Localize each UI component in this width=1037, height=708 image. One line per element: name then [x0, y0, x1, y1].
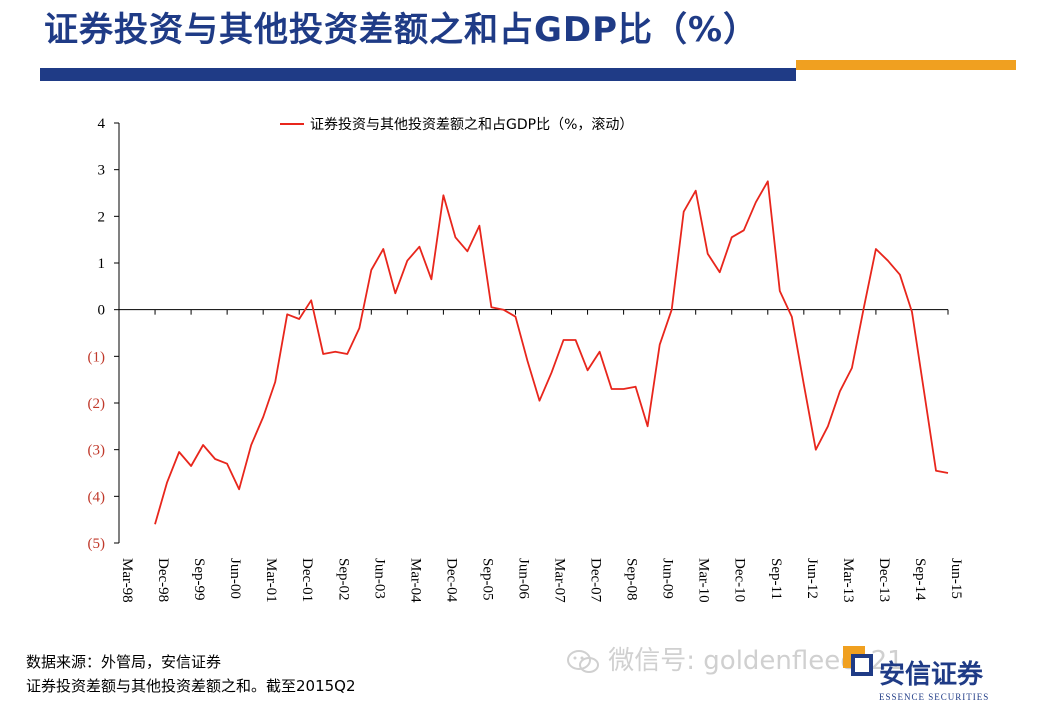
x-tick-label: Mar-10: [696, 558, 712, 603]
x-tick-label: Jun-06: [515, 558, 531, 599]
y-tick-label: 2: [98, 209, 106, 225]
y-tick-label: (2): [88, 396, 106, 412]
x-tick-label: Sep-11: [768, 558, 784, 600]
x-tick-label: Sep-14: [912, 558, 928, 601]
logo-mark-icon: [843, 646, 873, 676]
x-tick-label: Mar-07: [552, 558, 568, 603]
y-tick-label: (3): [88, 443, 106, 459]
logo-name: 安信证券: [879, 660, 984, 690]
x-tick-label: Sep-99: [191, 558, 207, 601]
y-tick-label: 4: [98, 116, 106, 132]
x-tick-label: Dec-01: [299, 558, 315, 602]
y-axis: 4 3 2 1 0 (1) (2) (3) (4) (5): [88, 116, 120, 552]
x-tick-label: Jun-09: [660, 558, 676, 599]
x-tick-label: Mar-13: [840, 558, 856, 603]
x-axis: Mar-98 Dec-98 Sep-99 Jun-00 Mar-01 Dec-01 Sep-…: [118, 309, 964, 603]
x-tick-label: Sep-08: [624, 558, 640, 601]
x-tick-label: Jun-12: [804, 558, 820, 599]
slide-title: 证券投资与其他投资差额之和占GDP比（%）: [44, 10, 759, 50]
x-tick-label: Sep-05: [479, 558, 495, 601]
x-tick-label: Dec-04: [443, 558, 459, 603]
source-note: 数据来源：外管局，安信证券 证券投资差额与其他投资差额之和。截至2015Q2: [26, 650, 546, 698]
x-tick-label: Dec-07: [588, 558, 604, 603]
x-tick-label: Mar-01: [263, 558, 279, 603]
x-tick-label: Jun-00: [227, 558, 243, 599]
source-line-2: 证券投资差额与其他投资差额之和。截至2015Q2: [26, 677, 356, 695]
line-chart: 证券投资与其他投资差额之和占GDP比（%，滚动） 4 3 2 1 0 (1) (2) (3) (…: [88, 116, 965, 603]
series-line: [154, 180, 949, 525]
source-line-1: 数据来源：外管局，安信证券: [26, 653, 222, 671]
x-tick-label: Dec-98: [155, 558, 171, 602]
wechat-icon: [567, 649, 599, 673]
x-tick-label: Mar-04: [407, 558, 423, 603]
y-tick-label: (4): [88, 489, 106, 505]
title-underline-orange: [796, 60, 1016, 70]
title-underline-blue: [40, 68, 796, 81]
y-tick-label: 0: [98, 303, 106, 319]
y-tick-label: 3: [98, 163, 106, 179]
x-tick-label: Jun-15: [948, 558, 964, 599]
x-tick-label: Dec-10: [732, 558, 748, 602]
x-tick-label: Sep-02: [335, 558, 351, 601]
chart-legend: 证券投资与其他投资差额之和占GDP比（%，滚动）: [280, 116, 633, 133]
x-tick-label: Mar-98: [119, 558, 135, 603]
y-tick-label: 1: [98, 256, 106, 272]
x-tick-label: Dec-13: [876, 558, 892, 602]
logo-subtitle: ESSENCE SECURITIES: [879, 692, 990, 702]
legend-label: 证券投资与其他投资差额之和占GDP比（%，滚动）: [310, 116, 633, 133]
company-logo: 安信证券 ESSENCE SECURITIES: [835, 640, 1015, 706]
y-tick-label: (1): [88, 349, 106, 365]
x-tick-label: Jun-03: [371, 558, 387, 599]
y-tick-label: (5): [88, 536, 106, 552]
